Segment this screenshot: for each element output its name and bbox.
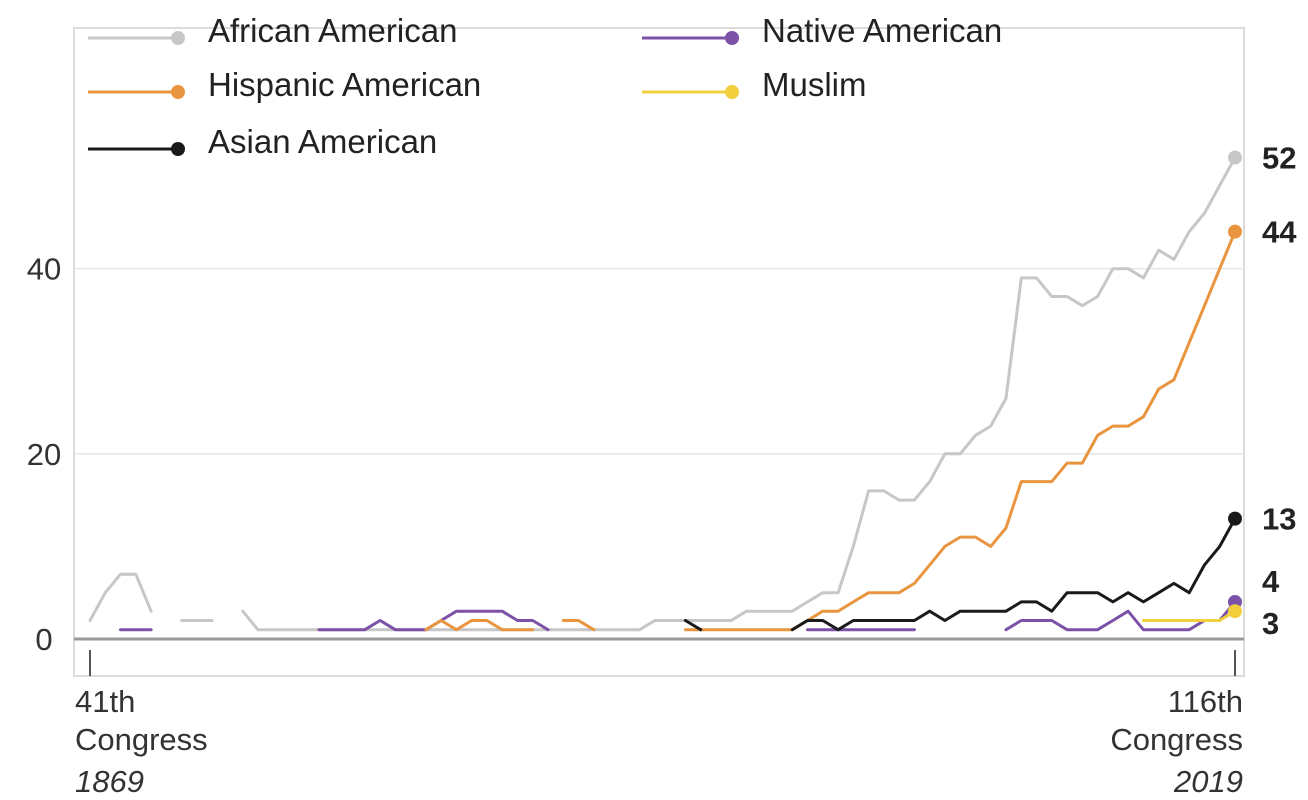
end-marker-muslim [1228, 604, 1242, 619]
legend-swatch-dot [171, 85, 185, 99]
end-label-hispanic-american: 44 [1262, 215, 1297, 250]
legend-swatch-dot [171, 31, 185, 45]
x-end-label-line2: Congress [1110, 722, 1243, 757]
y-tick-label-0: 0 [35, 622, 52, 657]
series-hispanic-american [424, 230, 1237, 632]
legend-item-asian-american: Asian American [88, 123, 437, 160]
series-line-native-american-3 [1004, 600, 1237, 632]
series-line-asian-american-0 [683, 619, 703, 632]
series-lines [88, 156, 1237, 632]
plot-frame [73, 27, 1245, 677]
end-label-african-american: 52 [1262, 141, 1296, 176]
series-line-african-american-2 [241, 156, 1237, 632]
legend-swatch-dot [171, 142, 185, 156]
legend-swatch-dot [725, 31, 739, 45]
series-line-muslim-0 [1141, 609, 1237, 622]
legend-item-hispanic-american: Hispanic American [88, 66, 481, 103]
series-native-american [119, 600, 1237, 632]
series-african-american [88, 156, 1237, 632]
end-label-native-american: 4 [1262, 564, 1280, 599]
x-axis: 41th Congress 1869 116th Congress 2019 [75, 684, 1243, 799]
x-start-label-line1: 41th [75, 684, 135, 719]
end-label-asian-american: 13 [1262, 502, 1296, 537]
legend-swatch-dot [725, 85, 739, 99]
series-line-native-american-1 [317, 609, 550, 632]
series-line-asian-american-1 [790, 517, 1237, 632]
series-asian-american [683, 517, 1237, 632]
legend-label: Asian American [208, 123, 437, 160]
legend-label: Hispanic American [208, 66, 481, 103]
end-marker-asian-american [1228, 511, 1242, 526]
series-line-hispanic-american-2 [683, 230, 1237, 632]
x-start-label-line2: Congress [75, 722, 208, 757]
series-line-hispanic-american-1 [561, 619, 596, 632]
y-axis-tick-labels: 0 20 40 [27, 252, 61, 657]
legend-item-african-american: African American [88, 12, 457, 49]
end-marker-hispanic-american [1228, 224, 1242, 239]
x-end-label-line1: 116th [1168, 684, 1243, 719]
series-line-african-american-0 [88, 572, 153, 622]
series-muslim [1141, 609, 1237, 622]
gridlines [73, 27, 1245, 677]
legend-item-muslim: Muslim [642, 66, 867, 103]
legend: African American Native American Hispanic … [88, 12, 1002, 160]
series-line-hispanic-american-0 [424, 619, 535, 632]
x-start-year: 1869 [75, 764, 144, 799]
y-tick-label-20: 20 [27, 437, 61, 472]
end-label-muslim: 3 [1262, 606, 1279, 641]
legend-label: Muslim [762, 66, 867, 103]
y-tick-label-40: 40 [27, 252, 61, 287]
legend-label: African American [208, 12, 457, 49]
legend-label: Native American [762, 12, 1002, 49]
end-marker-african-american [1228, 150, 1242, 165]
legend-item-native-american: Native American [642, 12, 1002, 49]
x-end-year: 2019 [1173, 764, 1243, 799]
